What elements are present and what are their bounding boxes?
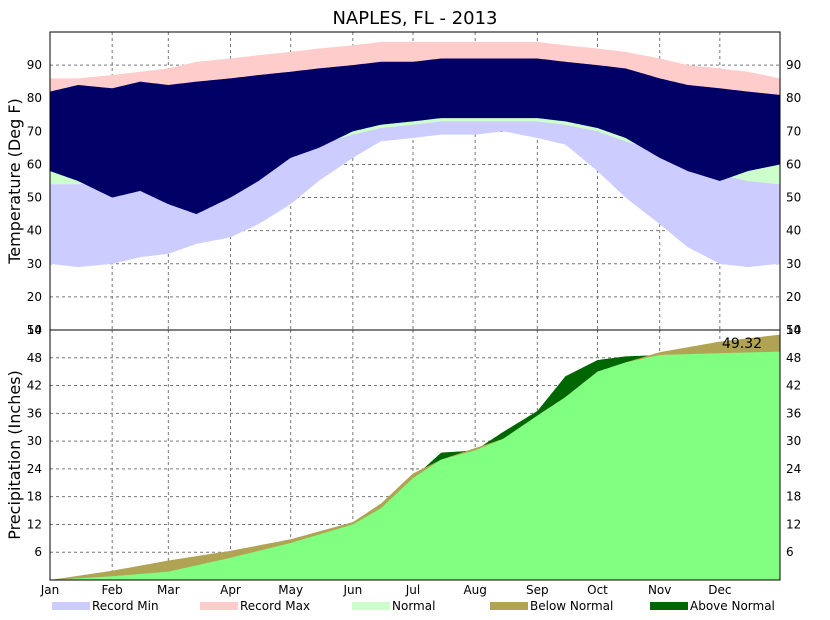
actual-temperature-band	[50, 58, 780, 215]
temperature-y-tick-left: 70	[27, 124, 42, 138]
temperature-y-tick-right: 30	[786, 257, 801, 271]
temperature-y-tick-right: 40	[786, 224, 801, 238]
legend: Record Min Record Max Normal Below Normal Ab…	[52, 599, 775, 613]
precipitation-y-tick-left: 48	[27, 351, 42, 365]
x-tick-label: Feb	[102, 583, 123, 597]
x-tick-label: Nov	[648, 583, 671, 597]
precipitation-y-tick-right: 30	[786, 434, 801, 448]
x-tick-label: Dec	[708, 583, 731, 597]
precipitation-y-tick-right: 54	[786, 323, 801, 337]
x-tick-label: May	[278, 583, 303, 597]
precipitation-y-tick-left: 36	[27, 406, 42, 420]
temperature-y-tick-left: 80	[27, 91, 42, 105]
legend-swatch	[490, 602, 528, 610]
x-tick-label: Jul	[405, 583, 420, 597]
x-axis: Jan Feb Mar Apr May Jun Jul Aug Sep Oct Nov Dec	[40, 583, 732, 597]
precipitation-y-axis-title: Precipitation (Inches)	[5, 370, 24, 540]
temperature-y-tick-left: 50	[27, 191, 42, 205]
temperature-y-axis-title: Temperature (Deg F)	[5, 98, 24, 265]
temperature-y-tick-left: 20	[27, 290, 42, 304]
record-min-band	[50, 121, 780, 268]
precipitation-y-tick-left: 6	[34, 545, 42, 559]
precipitation-y-tick-right: 36	[786, 406, 801, 420]
legend-label: Record Min	[92, 599, 159, 613]
precipitation-y-tick-right: 24	[786, 462, 801, 476]
temperature-y-tick-left: 10	[27, 323, 42, 337]
legend-swatch	[200, 602, 238, 610]
precipitation-y-tick-right: 18	[786, 490, 801, 504]
temperature-y-tick-right: 10	[786, 323, 801, 337]
legend-label: Below Normal	[530, 599, 613, 613]
temperature-y-tick-left: 40	[27, 224, 42, 238]
precipitation-y-tick-right: 6	[786, 545, 794, 559]
record-max-band	[50, 41, 780, 112]
precipitation-y-tick-left: 42	[27, 379, 42, 393]
x-tick-label: Sep	[526, 583, 549, 597]
x-tick-label: Jun	[342, 583, 362, 597]
temperature-y-tick-right: 90	[786, 58, 801, 72]
total-precipitation-label: 49.32	[722, 336, 762, 352]
precipitation-y-tick-left: 18	[27, 490, 42, 504]
x-tick-label: Mar	[157, 583, 180, 597]
precipitation-y-tick-right: 42	[786, 379, 801, 393]
precipitation-y-tick-left: 30	[27, 434, 42, 448]
temperature-y-tick-left: 60	[27, 157, 42, 171]
legend-label: Normal	[392, 599, 435, 613]
precipitation-frame	[49, 329, 781, 581]
temperature-y-tick-right: 20	[786, 290, 801, 304]
legend-swatch	[352, 602, 390, 610]
precipitation-y-tick-left: 24	[27, 462, 42, 476]
x-tick-label: Oct	[587, 583, 608, 597]
temperature-y-tick-right: 50	[786, 191, 801, 205]
temperature-panel: 10 10 20 20 30 30 40 40 50 50 60 60 70 70 80 80 90 90 Temp…	[5, 31, 801, 337]
precipitation-y-tick-left: 54	[27, 323, 42, 337]
legend-label: Above Normal	[690, 599, 775, 613]
precipitation-y-tick-left: 12	[27, 517, 42, 531]
legend-swatch	[52, 602, 90, 610]
temperature-y-tick-right: 60	[786, 157, 801, 171]
actual-precipitation-area	[50, 351, 780, 580]
x-tick-label: Apr	[220, 583, 241, 597]
temperature-y-tick-left: 30	[27, 257, 42, 271]
chart-title: NAPLES, FL - 2013	[332, 8, 497, 29]
legend-swatch	[650, 602, 688, 610]
x-tick-label: Aug	[463, 583, 486, 597]
temperature-y-tick-left: 90	[27, 58, 42, 72]
precipitation-panel: 6 6 12 12 18 18 24 24 30 30 36 36 42 42 48 48 54 54 Precip…	[5, 323, 801, 581]
precipitation-y-tick-right: 48	[786, 351, 801, 365]
temperature-y-tick-right: 80	[786, 91, 801, 105]
temperature-y-tick-right: 70	[786, 124, 801, 138]
legend-label: Record Max	[240, 599, 310, 613]
precipitation-y-tick-right: 12	[786, 517, 801, 531]
x-tick-label: Jan	[40, 583, 60, 597]
